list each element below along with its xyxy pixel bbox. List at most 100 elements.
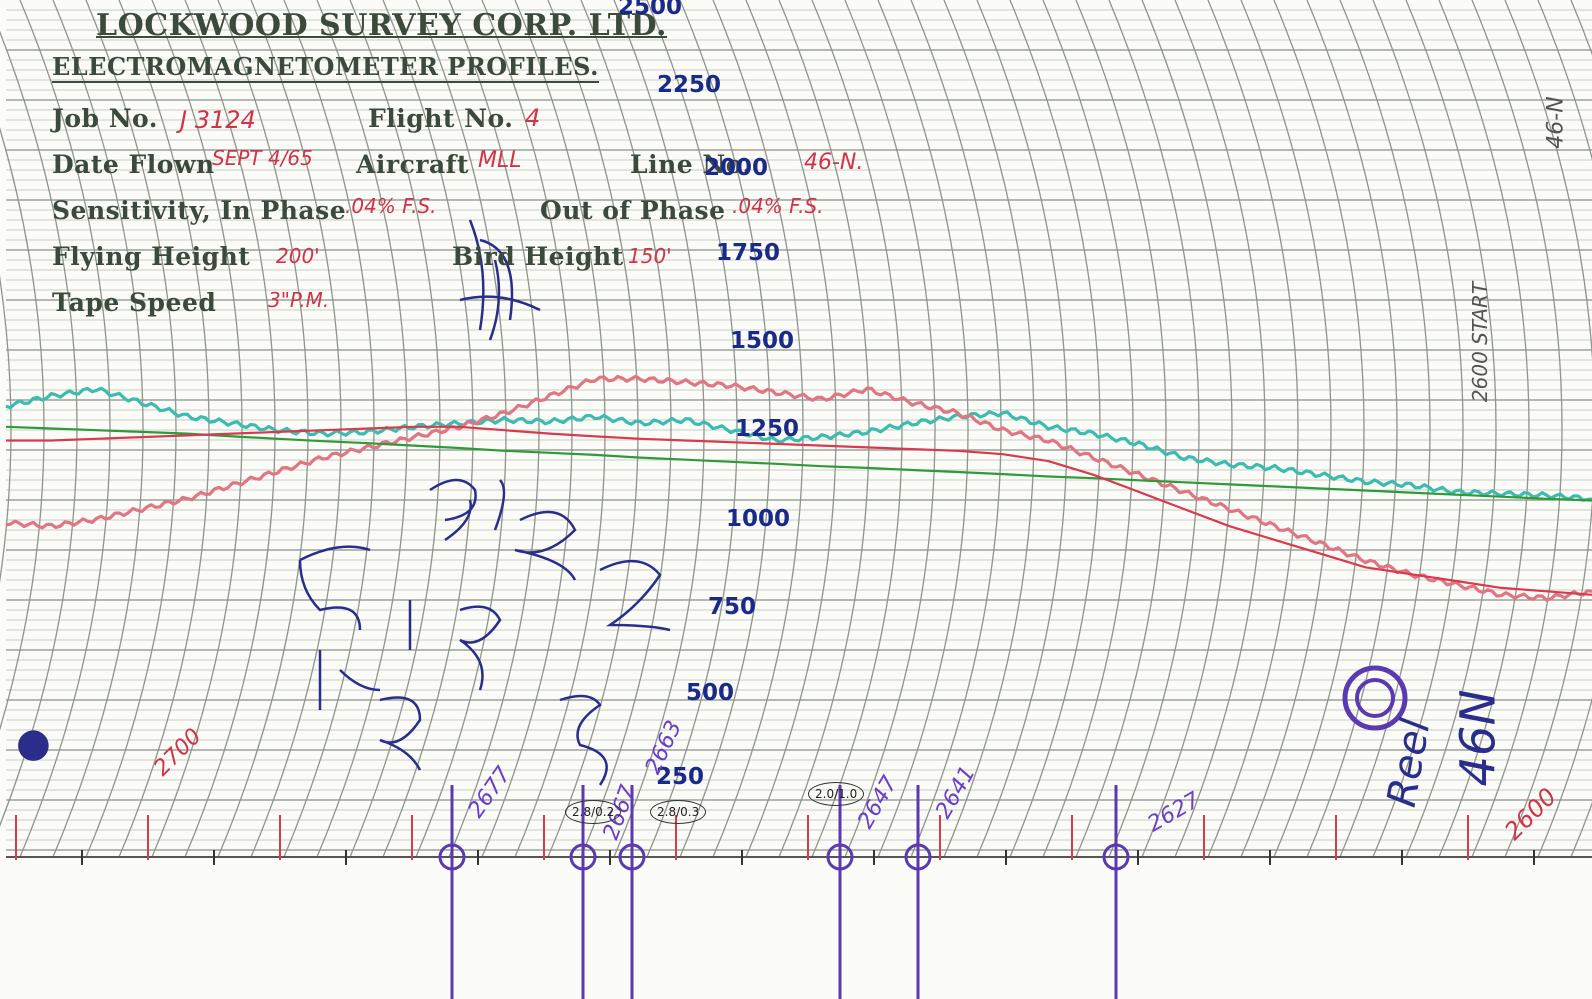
time-arc	[1240, 0, 1332, 858]
left-margin-mark: ●	[16, 720, 51, 766]
time-arc	[1042, 0, 1134, 858]
purple-fiducial-circle	[826, 843, 854, 871]
tape-speed-label: Tape Speed	[52, 288, 217, 317]
time-arc	[19, 0, 111, 858]
red-fiducial-ticks	[15, 815, 1535, 865]
time-arc	[1009, 0, 1101, 858]
time-arc-lines	[0, 0, 1592, 858]
scribble-eth	[459, 219, 541, 341]
flight-label: Flight No.	[368, 104, 514, 133]
handwritten-46n: 46N	[1450, 689, 1507, 787]
time-arc	[52, 0, 144, 858]
time-arc	[382, 0, 474, 858]
time-arc	[118, 0, 210, 858]
purple-fiducial-circle	[904, 843, 932, 871]
time-arc	[1339, 0, 1431, 858]
time-arc	[613, 0, 705, 858]
time-arc	[1438, 0, 1530, 858]
right-margin-line-label: 46-N	[1543, 96, 1569, 149]
scale-label-2500: 2500	[618, 0, 683, 20]
purple-fiducial-circle	[569, 843, 597, 871]
trace-line-1	[5, 386, 1592, 502]
time-arc	[877, 0, 969, 858]
trace-line-4	[6, 425, 1592, 596]
line-value: 46-N.	[804, 150, 864, 175]
flight-value: 4	[525, 104, 541, 132]
scale-label-750: 750	[708, 594, 757, 620]
scale-label-1000: 1000	[726, 506, 791, 532]
purple-fiducial-circle	[1102, 843, 1130, 871]
trace-line-2	[5, 374, 1592, 602]
bird-height-label: Bird Height	[452, 242, 624, 271]
flying-height-label: Flying Height	[52, 242, 251, 271]
time-arc	[1207, 0, 1299, 858]
line-label: Line No.	[630, 150, 752, 179]
time-arc	[448, 0, 540, 858]
time-arc	[811, 0, 903, 858]
aircraft-label: Aircraft	[356, 150, 469, 179]
time-arc	[1273, 0, 1365, 858]
time-arc	[1372, 0, 1464, 858]
time-arc	[1141, 0, 1233, 858]
time-arc	[1405, 0, 1497, 858]
ratio-circle-2: 2.8/0.3	[650, 800, 707, 824]
document-title: ELECTROMAGNETOMETER PROFILES.	[52, 52, 599, 83]
time-arc	[547, 0, 639, 858]
scribble-91	[429, 478, 506, 542]
tape-speed-value: 3"P.M.	[268, 288, 330, 312]
scribble-422	[514, 510, 671, 632]
time-arc	[1471, 0, 1563, 858]
out-phase-value: .04% F.S.	[732, 194, 824, 218]
date-label: Date Flown	[52, 150, 215, 179]
ratio-circle-1: 2.8/0.2	[565, 800, 622, 824]
trace-line-3	[5, 425, 1592, 502]
time-arc	[712, 0, 804, 858]
scribble-122	[318, 650, 422, 771]
in-phase-value: .04% F.S.	[345, 194, 437, 218]
circled-mark-inner	[1355, 678, 1395, 718]
scale-label-2000: 2000	[704, 155, 769, 181]
scribble-5155	[298, 545, 608, 786]
scale-label-250: 250	[656, 764, 705, 790]
time-arc	[1075, 0, 1167, 858]
scale-label-2250: 2250	[657, 72, 722, 98]
aircraft-value: MLL	[478, 148, 522, 173]
time-arc	[1306, 0, 1398, 858]
time-arc	[943, 0, 1035, 858]
time-arc	[1174, 0, 1266, 858]
out-phase-label: Out of Phase	[540, 196, 726, 225]
handwritten-scribbles	[298, 219, 671, 786]
circled-mark	[1342, 665, 1408, 731]
horizontal-grid-lines	[6, 9, 1592, 851]
time-arc	[1570, 0, 1592, 858]
ratio-circle-3: 2.0/1.0	[808, 782, 865, 806]
flying-height-value: 200'	[276, 244, 320, 268]
time-arc	[844, 0, 936, 858]
sensitivity-label: Sensitivity, In Phase	[52, 196, 347, 225]
time-arc	[349, 0, 441, 858]
purple-fiducial-circle	[618, 843, 646, 871]
time-arc	[976, 0, 1068, 858]
bird-height-value: 150'	[628, 244, 672, 268]
time-arc	[0, 275, 12, 584]
company-title: LOCKWOOD SURVEY CORP. LTD.	[96, 8, 668, 43]
scale-label-500: 500	[686, 680, 735, 706]
scale-label-1250: 1250	[735, 416, 800, 442]
purple-fiducial-circle	[438, 843, 466, 871]
date-value: SEPT 4/65	[212, 146, 313, 170]
right-margin-start: 2600 START	[1468, 281, 1493, 403]
time-arc	[1504, 0, 1592, 858]
time-arc	[316, 0, 408, 858]
time-arc	[217, 0, 309, 858]
job-label: Job No.	[52, 104, 158, 133]
job-value: J 3124	[180, 106, 256, 134]
time-arc	[1537, 0, 1592, 858]
time-arc	[151, 0, 243, 858]
scale-label-1750: 1750	[716, 240, 781, 266]
profile-traces	[5, 374, 1592, 602]
time-arc	[745, 0, 837, 858]
time-arc	[679, 0, 771, 858]
scale-label-1500: 1500	[730, 328, 795, 354]
time-arc	[1108, 0, 1200, 858]
